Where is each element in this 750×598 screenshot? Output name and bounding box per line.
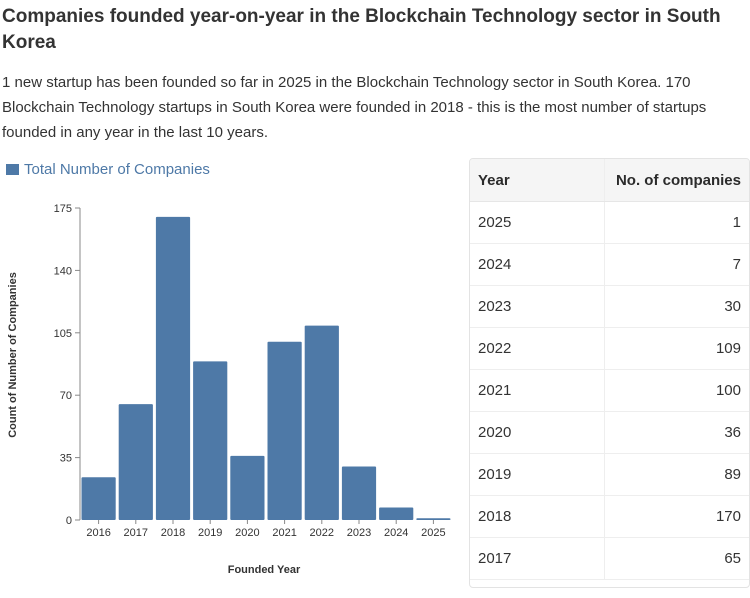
table-row: 2021 100 <box>470 369 749 412</box>
x-tick-label: 2022 <box>310 527 334 539</box>
table-cell-count: 65 <box>604 537 749 580</box>
x-tick-label: 2018 <box>161 527 185 539</box>
x-tick-label: 2024 <box>384 527 408 539</box>
x-tick-label: 2020 <box>235 527 259 539</box>
x-tick-label: 2016 <box>86 527 110 539</box>
bar <box>81 477 116 520</box>
table-row: 2022 109 <box>470 327 749 370</box>
table-row: 2020 36 <box>470 411 749 454</box>
y-axis-title: Count of Number of Companies <box>7 272 19 438</box>
legend-swatch <box>6 164 19 175</box>
page-title: Companies founded year-on-year in the Bl… <box>2 6 721 53</box>
bar <box>379 507 414 520</box>
table-cell-count: 170 <box>604 495 749 538</box>
page-description: 1 new startup has been founded so far in… <box>2 74 707 141</box>
bar <box>193 361 228 520</box>
table-cell-year: 2020 <box>470 411 605 454</box>
table-row: 2018 170 <box>470 495 749 538</box>
bar <box>155 216 191 520</box>
table-cell-year: 2018 <box>470 495 605 538</box>
table-cell-count: 7 <box>604 243 749 286</box>
x-tick-label: 2017 <box>124 527 148 539</box>
bar <box>341 466 377 520</box>
bar <box>230 455 265 520</box>
y-tick-label: 140 <box>54 265 72 277</box>
x-tick-label: 2023 <box>347 527 371 539</box>
x-axis-title: Founded Year <box>228 564 301 576</box>
table-row: 2023 30 <box>470 285 749 328</box>
bar-chart: 0 35 70 105 140 175 2016 2017 2018 2019 2020 2021 20… <box>7 203 451 576</box>
table-cell-year: 2024 <box>470 243 605 286</box>
table-header-row: Year No. of companies <box>470 159 749 202</box>
table-cell-year: 2022 <box>470 327 605 370</box>
y-tick-label: 105 <box>54 328 72 340</box>
table-cell-count: 36 <box>604 411 749 454</box>
bar <box>304 325 339 520</box>
table-cell-count: 89 <box>604 453 749 496</box>
table-row: 2024 7 <box>470 243 749 286</box>
y-tick-label: 70 <box>60 390 72 402</box>
y-tick-label: 0 <box>66 515 72 527</box>
bar <box>118 404 153 520</box>
legend-label: Total Number of Companies <box>24 161 210 178</box>
companies-table: Year No. of companies 2025 1 2024 7 2023 30 20… <box>469 158 750 588</box>
count-column-header: No. of companies <box>604 159 749 202</box>
y-tick-label: 35 <box>60 453 72 465</box>
table-cell-year: 2019 <box>470 453 605 496</box>
table-cell-year: 2021 <box>470 369 605 412</box>
x-tick-label: 2019 <box>198 527 222 539</box>
chart-legend[interactable]: Total Number of Companies <box>6 161 210 178</box>
table-cell-year: 2023 <box>470 285 605 328</box>
x-tick-label: 2025 <box>421 527 445 539</box>
year-column-header: Year <box>470 159 605 202</box>
bar <box>267 341 302 520</box>
bar <box>416 518 451 520</box>
table-cell-count: 1 <box>604 201 749 244</box>
table-row: 2017 65 <box>470 537 749 580</box>
table-row: 2025 1 <box>470 201 749 244</box>
x-tick-label: 2021 <box>272 527 296 539</box>
table-row: 2019 89 <box>470 453 749 496</box>
table-cell-year: 2017 <box>470 537 605 580</box>
y-tick-label: 175 <box>54 203 72 215</box>
table-cell-count: 100 <box>604 369 749 412</box>
table-cell-count: 30 <box>604 285 749 328</box>
table-cell-count: 109 <box>604 327 749 370</box>
table-cell-year: 2025 <box>470 201 605 244</box>
